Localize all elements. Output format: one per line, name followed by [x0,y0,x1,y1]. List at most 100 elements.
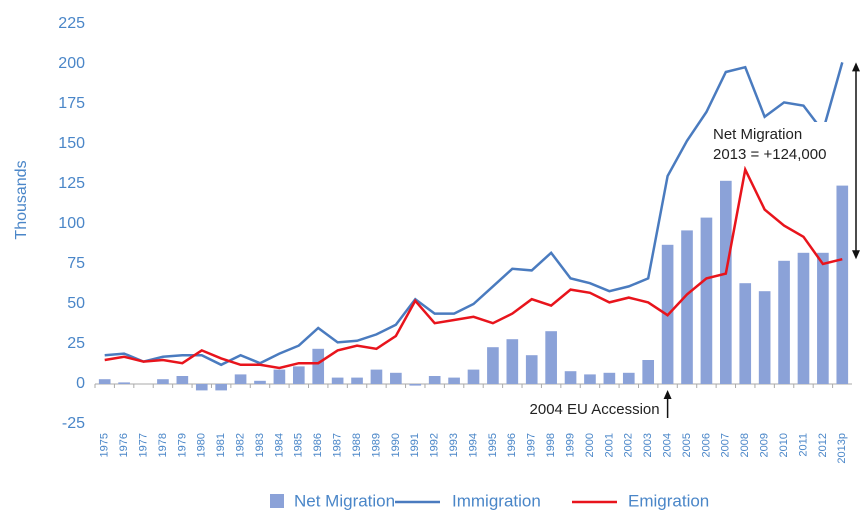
x-tick-label: 1979 [176,433,188,457]
bar [448,377,460,384]
bar [603,372,616,384]
bar [584,374,596,384]
arrow-head [852,62,860,72]
bar [331,377,344,384]
y-tick-label: 150 [58,135,85,152]
annotation: Net Migration [713,126,802,143]
bar [720,180,732,384]
arrow-head [852,250,860,260]
y-tick-label: 25 [67,335,85,352]
x-tick-label: 2003 [642,433,654,457]
bar [739,283,752,384]
bar [545,331,557,384]
x-tick-label: 2008 [739,433,751,457]
x-tick-label: 2007 [720,433,732,457]
y-tick-label: 50 [67,295,85,312]
x-tick-label: 2004 [662,433,674,457]
legend-label: Net Migration [294,491,395,510]
bar [758,291,771,384]
x-tick-label: 2011 [797,433,809,457]
bar [622,372,635,384]
y-tick-label: 100 [58,215,85,232]
y-tick-label: 200 [58,55,85,72]
x-tick-label: 1976 [118,433,130,457]
bar [817,252,829,384]
x-tick-label: 1975 [99,433,111,457]
annotation: 2004 EU Accession [530,401,660,418]
x-tick-label: 2010 [778,433,790,457]
x-tick-label: 1995 [487,433,499,457]
bar [836,185,849,384]
y-axis-label: Thousands [13,160,30,239]
bar [98,379,111,384]
bar [118,382,130,384]
y-tick-label: 125 [58,175,85,192]
line [104,165,843,370]
bar [215,384,227,391]
bar [292,366,305,384]
legend-swatch [270,494,284,508]
x-tick-label: 2001 [603,433,615,457]
x-tick-label: 1977 [137,433,149,457]
x-tick-label: 1983 [254,433,266,457]
x-tick-label: 2000 [584,433,596,457]
y-tick-label: 175 [58,95,85,112]
bar [797,252,810,384]
x-tick-label: 1986 [312,433,324,457]
x-tick-label: 1981 [215,433,227,457]
legend-label: Immigration [452,491,541,510]
x-tick-label: 1984 [273,433,285,457]
bar [642,360,655,384]
bar [778,260,790,384]
annotation: 2013 = +124,000 [713,146,826,163]
x-tick-label: 1998 [545,433,557,457]
x-tick-label: 1987 [332,433,344,457]
bar [195,384,208,391]
bar [273,369,286,384]
y-tick-label: 225 [58,15,85,32]
bar [506,339,519,384]
y-tick-label: 75 [67,255,85,272]
x-tick-label: 1997 [526,433,538,457]
bar [390,372,402,384]
bar [681,230,693,384]
bar [467,369,480,384]
x-tick-label: 2013p [836,433,848,464]
x-tick-label: 1994 [467,433,479,457]
x-tick-label: 2012 [817,433,829,457]
y-tick-label: 0 [76,375,85,392]
bar [157,379,169,384]
x-tick-label: 1988 [351,433,363,457]
bar [428,376,441,384]
x-tick-label: 1989 [370,433,382,457]
bar [176,376,189,384]
bar [234,374,247,384]
y-tick-label: -25 [62,415,85,432]
x-tick-label: 1985 [293,433,305,457]
bar [525,355,538,384]
x-tick-label: 1991 [409,433,421,457]
x-tick-label: 1992 [429,433,441,457]
bar [700,217,713,384]
x-tick-label: 2002 [623,433,635,457]
x-tick-label: 2005 [681,433,693,457]
x-tick-label: 2006 [700,433,712,457]
x-tick-label: 1999 [564,433,576,457]
x-tick-label: 1993 [448,433,460,457]
arrow-head [663,390,672,399]
bar [564,371,577,384]
x-tick-label: 1996 [506,433,518,457]
bar [351,377,363,384]
legend-label: Emigration [628,491,709,510]
bar [487,347,499,384]
bar [312,348,325,384]
annotation-bg [710,122,853,166]
x-tick-label: 1980 [196,433,208,457]
bar [254,380,266,384]
bar [409,384,422,386]
x-tick-label: 1990 [390,433,402,457]
x-tick-label: 1982 [234,433,246,457]
bar [370,369,383,384]
x-tick-label: 1978 [157,433,169,457]
